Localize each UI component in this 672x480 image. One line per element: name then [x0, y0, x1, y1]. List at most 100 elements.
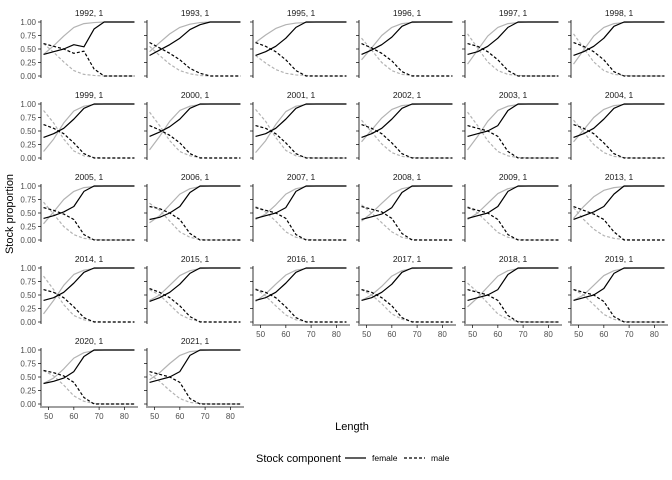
series-male: [573, 41, 665, 77]
panel: 2008, 1: [356, 172, 453, 242]
series-fitted-male: [361, 289, 453, 323]
panel: 2006, 1: [144, 172, 241, 242]
series-fitted-female: [149, 349, 241, 381]
series-female: [573, 185, 665, 221]
x-tick-label: 50: [574, 330, 583, 339]
y-tick-label: 0.75: [20, 278, 36, 287]
panel: 1992, 1 0.00 0.25 0.50 0.75 1.00: [20, 8, 135, 81]
series-female: [43, 267, 135, 301]
panel: 2021, 1 50 60 70 80: [144, 336, 244, 421]
chart-panels: 1992, 1 0.00 0.25 0.50 0.75 1.00 1993, 1 1995, …: [20, 8, 668, 421]
y-tick-label: 0.25: [20, 59, 36, 68]
series-female: [573, 21, 665, 57]
series-fitted-male: [149, 111, 241, 159]
x-tick-label: 70: [307, 330, 316, 339]
x-tick-label: 60: [599, 330, 608, 339]
series-female: [255, 103, 347, 137]
series-male: [467, 43, 559, 77]
y-tick-label: 0.50: [20, 209, 36, 218]
panel-title: 1998, 1: [605, 8, 634, 18]
series-male: [255, 41, 347, 77]
series-female: [467, 21, 559, 55]
panel-title: 1995, 1: [287, 8, 316, 18]
panel: 2004, 1: [568, 90, 665, 160]
x-tick-label: 60: [387, 330, 396, 339]
panel: 2016, 1 50 60 70 80: [250, 254, 350, 339]
panel-title: 1992, 1: [75, 8, 104, 18]
series-fitted-male: [573, 33, 665, 77]
series-female: [573, 267, 665, 301]
panel-title: 2004, 1: [605, 90, 634, 100]
series-fitted-male: [43, 275, 135, 323]
panel-title: 2018, 1: [499, 254, 528, 264]
x-tick-label: 60: [281, 330, 290, 339]
series-fitted-male: [467, 111, 559, 159]
y-tick-label: 0.25: [20, 141, 36, 150]
y-tick-label: 0.00: [20, 318, 36, 327]
series-male: [149, 41, 241, 77]
y-tick-label: 0.50: [20, 127, 36, 136]
series-male: [467, 289, 559, 323]
series-male: [149, 287, 241, 323]
y-tick-label: 0.25: [20, 387, 36, 396]
panel-title: 2005, 1: [75, 172, 104, 182]
series-male: [43, 207, 135, 241]
panel: 1993, 1: [144, 8, 241, 78]
y-tick-label: 0.00: [20, 72, 36, 81]
panel: 1995, 1: [250, 8, 347, 78]
y-tick-label: 1.00: [20, 264, 36, 273]
panel: 2003, 1: [462, 90, 559, 160]
y-tick-label: 0.50: [20, 291, 36, 300]
x-tick-label: 80: [650, 330, 659, 339]
y-tick-label: 1.00: [20, 346, 36, 355]
x-tick-label: 70: [625, 330, 634, 339]
panel: 2015, 1: [144, 254, 241, 324]
series-female: [149, 21, 241, 57]
series-female: [467, 103, 559, 137]
y-tick-label: 0.75: [20, 32, 36, 41]
x-tick-label: 50: [44, 412, 53, 421]
series-male: [361, 123, 453, 159]
panel-title: 2007, 1: [287, 172, 316, 182]
y-tick-label: 1.00: [20, 100, 36, 109]
panel-title: 2008, 1: [393, 172, 422, 182]
series-female: [43, 103, 135, 139]
series-male: [361, 205, 453, 241]
panel-title: 1999, 1: [75, 90, 104, 100]
x-tick-label: 70: [95, 412, 104, 421]
panel: 2005, 1 0.00 0.25 0.50 0.75 1.00: [20, 172, 135, 245]
series-fitted-male: [149, 373, 241, 405]
y-tick-label: 0.00: [20, 154, 36, 163]
series-male: [149, 205, 241, 241]
panel-title: 2009, 1: [499, 172, 528, 182]
series-male: [467, 125, 559, 159]
series-female: [255, 185, 347, 219]
panel-title: 2016, 1: [287, 254, 316, 264]
series-female: [255, 21, 347, 57]
panel: 2001, 1: [250, 90, 347, 160]
panel: 1999, 1 0.00 0.25 0.50 0.75 1.00: [20, 90, 135, 163]
series-male: [43, 123, 135, 159]
panel: 2018, 1 50 60 70 80: [462, 254, 562, 339]
y-tick-label: 1.00: [20, 182, 36, 191]
panel: 2000, 1: [144, 90, 241, 160]
series-fitted-female: [43, 267, 135, 315]
series-fitted-female: [573, 21, 665, 65]
x-tick-label: 80: [226, 412, 235, 421]
x-tick-label: 80: [438, 330, 447, 339]
series-fitted-male: [467, 33, 559, 77]
series-male: [255, 207, 347, 241]
legend: Stock component female male: [256, 453, 450, 465]
series-female: [43, 349, 135, 385]
series-fitted-female: [255, 103, 347, 153]
series-male: [573, 205, 665, 241]
y-tick-label: 1.00: [20, 18, 36, 27]
y-tick-label: 0.75: [20, 114, 36, 123]
panel: 2009, 1: [462, 172, 559, 242]
series-male: [255, 289, 347, 323]
series-female: [361, 21, 453, 55]
series-male: [255, 125, 347, 159]
y-tick-label: 0.75: [20, 360, 36, 369]
series-female: [467, 185, 559, 219]
